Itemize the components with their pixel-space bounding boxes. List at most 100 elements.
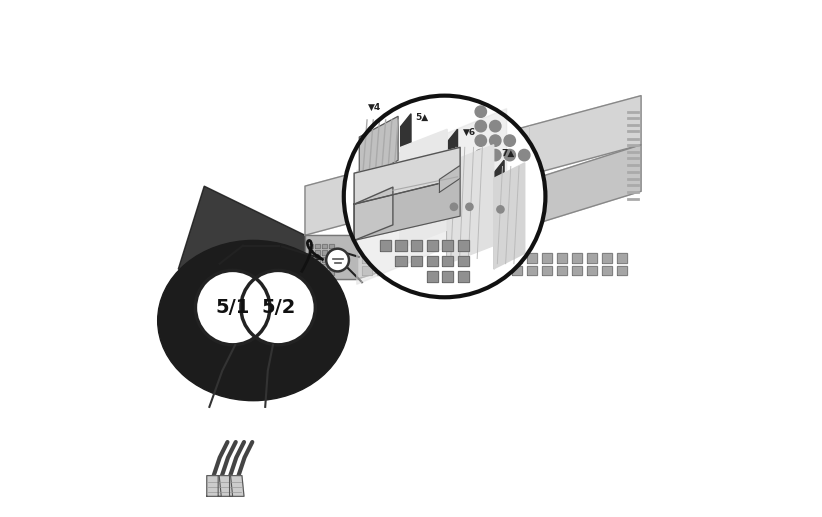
Polygon shape	[482, 266, 492, 275]
Polygon shape	[357, 145, 641, 279]
Polygon shape	[458, 240, 469, 251]
Polygon shape	[527, 266, 537, 275]
Polygon shape	[422, 253, 432, 263]
Polygon shape	[307, 270, 312, 275]
Polygon shape	[427, 271, 438, 282]
Polygon shape	[392, 253, 402, 263]
Polygon shape	[395, 256, 407, 266]
Polygon shape	[542, 266, 552, 275]
Polygon shape	[315, 264, 320, 268]
Polygon shape	[357, 109, 506, 284]
Polygon shape	[354, 187, 393, 240]
Polygon shape	[447, 145, 494, 264]
Polygon shape	[330, 250, 335, 255]
Circle shape	[490, 120, 501, 132]
Polygon shape	[229, 476, 244, 496]
Polygon shape	[616, 253, 626, 263]
Circle shape	[475, 149, 487, 161]
Polygon shape	[572, 253, 582, 263]
Polygon shape	[218, 476, 233, 496]
Polygon shape	[315, 257, 320, 262]
Polygon shape	[496, 253, 506, 263]
Polygon shape	[447, 129, 458, 264]
Text: 5▲: 5▲	[415, 113, 428, 121]
Polygon shape	[587, 253, 597, 263]
Polygon shape	[467, 266, 477, 275]
Polygon shape	[330, 244, 335, 248]
Polygon shape	[307, 264, 312, 268]
Polygon shape	[436, 253, 446, 263]
Polygon shape	[452, 266, 462, 275]
Polygon shape	[411, 256, 423, 266]
Polygon shape	[442, 240, 454, 251]
Polygon shape	[527, 253, 537, 263]
Circle shape	[196, 270, 270, 345]
Polygon shape	[452, 253, 462, 263]
Polygon shape	[376, 266, 386, 275]
Text: 5/1: 5/1	[215, 298, 250, 317]
Polygon shape	[178, 186, 305, 331]
Circle shape	[504, 135, 515, 146]
Polygon shape	[362, 266, 372, 275]
Polygon shape	[616, 266, 626, 275]
Polygon shape	[602, 253, 612, 263]
Polygon shape	[315, 244, 320, 248]
Circle shape	[475, 106, 487, 117]
Polygon shape	[392, 266, 402, 275]
Polygon shape	[400, 129, 447, 248]
Polygon shape	[207, 476, 221, 496]
Polygon shape	[307, 257, 312, 262]
Polygon shape	[376, 253, 386, 263]
Polygon shape	[407, 266, 417, 275]
Ellipse shape	[158, 240, 349, 401]
Polygon shape	[602, 266, 612, 275]
Polygon shape	[556, 253, 566, 263]
Polygon shape	[330, 264, 335, 268]
Polygon shape	[494, 163, 524, 269]
Text: 5/2: 5/2	[261, 298, 295, 317]
Polygon shape	[354, 147, 460, 204]
Polygon shape	[322, 250, 327, 255]
Polygon shape	[305, 235, 357, 279]
Polygon shape	[322, 264, 327, 268]
Polygon shape	[330, 257, 335, 262]
Polygon shape	[305, 96, 641, 235]
Circle shape	[450, 203, 458, 210]
Polygon shape	[512, 266, 522, 275]
Polygon shape	[496, 266, 506, 275]
Polygon shape	[315, 270, 320, 275]
Circle shape	[241, 270, 316, 345]
Circle shape	[490, 149, 501, 161]
Polygon shape	[467, 253, 477, 263]
Polygon shape	[411, 240, 423, 251]
Polygon shape	[354, 178, 460, 240]
Polygon shape	[315, 250, 320, 255]
Polygon shape	[400, 114, 411, 248]
Circle shape	[326, 249, 349, 271]
Circle shape	[466, 203, 473, 210]
Polygon shape	[322, 257, 327, 262]
Polygon shape	[422, 266, 432, 275]
Polygon shape	[307, 250, 312, 255]
Polygon shape	[542, 253, 552, 263]
Polygon shape	[427, 240, 438, 251]
Polygon shape	[322, 244, 327, 248]
Polygon shape	[322, 270, 327, 275]
Polygon shape	[395, 240, 407, 251]
Text: ▼4: ▼4	[368, 103, 381, 112]
Polygon shape	[427, 256, 438, 266]
Polygon shape	[494, 160, 504, 269]
Circle shape	[344, 96, 546, 297]
Circle shape	[363, 178, 372, 186]
Polygon shape	[458, 256, 469, 266]
Polygon shape	[458, 271, 469, 282]
Circle shape	[475, 120, 487, 132]
Text: 7▲: 7▲	[501, 149, 515, 158]
Circle shape	[519, 149, 530, 161]
Circle shape	[475, 135, 487, 146]
Polygon shape	[556, 266, 566, 275]
Polygon shape	[362, 253, 372, 263]
Polygon shape	[572, 266, 582, 275]
Circle shape	[504, 149, 515, 161]
Polygon shape	[307, 244, 312, 248]
